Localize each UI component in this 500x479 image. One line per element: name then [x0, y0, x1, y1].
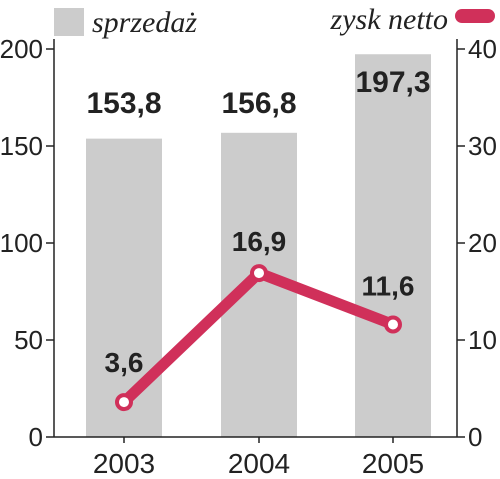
bars-group [86, 54, 431, 438]
legend-label-zysk-netto: zysk netto [330, 3, 448, 36]
point-value-label: 11,6 [362, 270, 415, 301]
x-tick-label: 2003 [93, 448, 155, 479]
labels-group: 153,8 156,8 197,3 3,6 16,9 11,6 [86, 66, 430, 378]
x-tick-label: 2004 [228, 448, 290, 479]
y-right-tick-label: 20 [468, 228, 497, 258]
point-2004 [250, 264, 268, 283]
point-2003 [115, 393, 133, 412]
bar-value-label: 153,8 [86, 87, 161, 120]
y-right-tick-label: 40 [468, 34, 497, 64]
legend: sprzedaż zysk netto [54, 3, 495, 39]
line-group [115, 264, 402, 412]
bar-2005 [355, 54, 431, 437]
y-left-tick-label: 100 [0, 228, 43, 258]
legend-label-sprzedaz: sprzedaż [92, 6, 197, 39]
y-right-tick-label: 30 [468, 131, 497, 161]
x-tick-label: 2005 [362, 448, 424, 479]
bar-value-label: 156,8 [221, 87, 296, 120]
axes-group: 0 50 100 150 200 0 10 20 30 40 2003 2004 2005 [0, 34, 497, 479]
y-left-tick-label: 0 [29, 422, 43, 452]
y-left-tick-label: 150 [0, 131, 43, 161]
bar-2003 [86, 138, 162, 438]
y-left-tick-label: 200 [0, 34, 43, 64]
point-2005 [384, 315, 402, 334]
y-right-tick-label: 10 [468, 325, 497, 355]
legend-swatch-sprzedaz [54, 8, 84, 36]
y-right-tick-label: 0 [468, 422, 482, 452]
y-left-tick-label: 50 [14, 325, 43, 355]
point-value-label: 16,9 [232, 226, 287, 257]
point-value-label: 3,6 [105, 347, 144, 378]
bar-value-label: 197,3 [355, 66, 430, 99]
